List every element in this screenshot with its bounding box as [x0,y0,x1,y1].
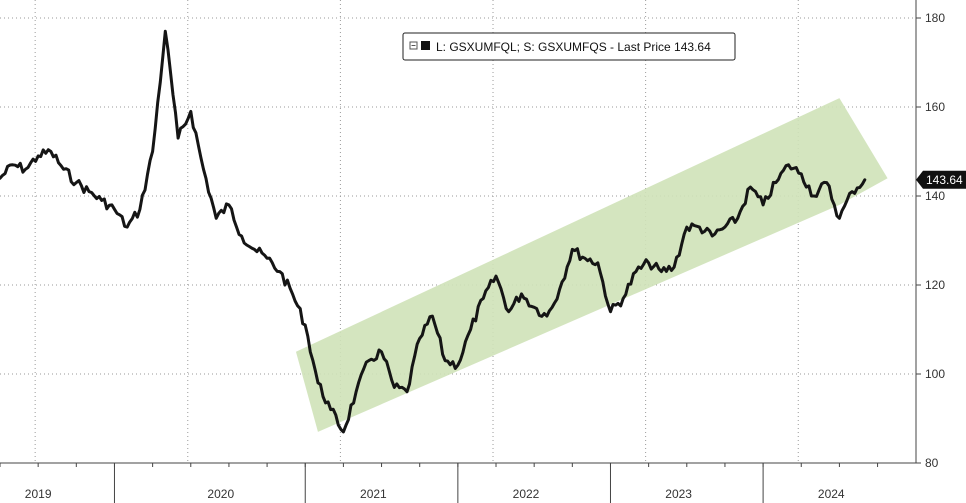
y-tick-label: 160 [925,100,945,114]
legend: L: GSXUMFQL; S: GSXUMFQS - Last Price 14… [402,32,736,61]
x-year-label: 2022 [513,487,540,501]
legend-box [402,32,736,61]
x-year-label: 2020 [207,487,234,501]
last-price-label: 143.64 [926,173,963,187]
y-tick-label: 140 [925,189,945,203]
axes: 80 100 120 140 160 180 2019 2020 2021 2022 2023 202… [0,0,945,503]
legend-expand-icon[interactable] [409,41,418,50]
price-series-line [0,29,867,434]
x-year-label: 2019 [25,487,52,501]
last-price-tag: 143.64 [916,170,966,189]
x-year-label: 2024 [818,487,845,501]
y-tick-label: 180 [925,11,945,25]
y-tick-label: 120 [925,278,945,292]
y-tick-label: 80 [925,456,939,470]
grid [0,0,916,464]
y-tick-label: 100 [925,367,945,381]
trend-channel [295,98,888,432]
legend-swatch [421,41,430,50]
legend-text: L: GSXUMFQL; S: GSXUMFQS - Last Price 14… [436,40,711,54]
x-year-label: 2023 [665,487,692,501]
last-price-tag-shape [916,170,966,189]
x-year-label: 2021 [360,487,387,501]
